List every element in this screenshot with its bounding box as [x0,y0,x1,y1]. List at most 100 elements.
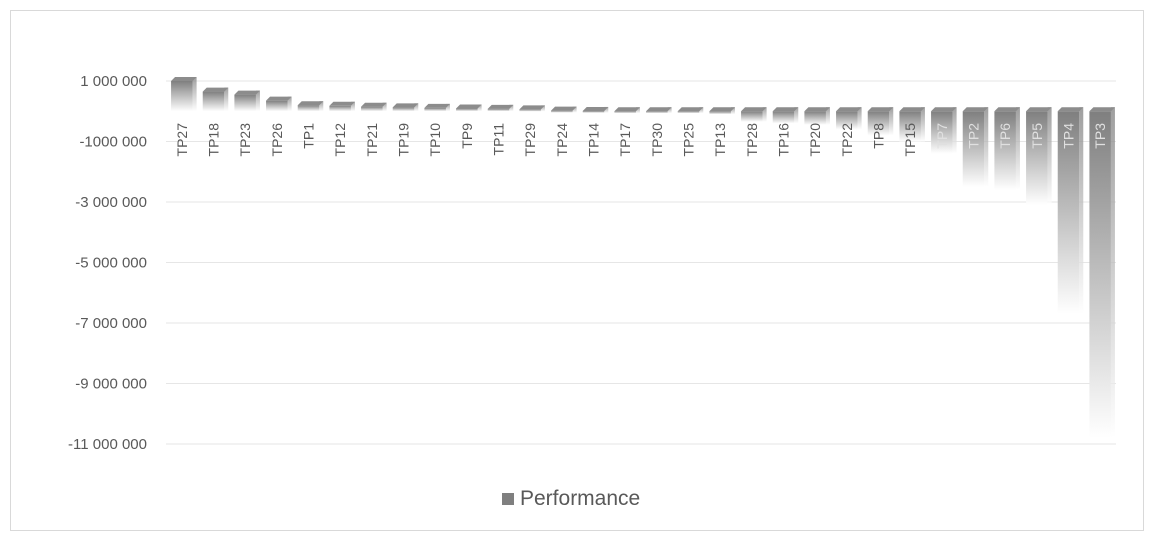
category-label: TP26 [269,123,285,157]
y-tick-label: -5 000 000 [75,255,147,272]
category-label: TP5 [1029,123,1045,149]
bar-top [551,106,577,111]
bar-front [551,110,573,113]
category-label: TP2 [966,123,982,149]
category-label: TP22 [839,123,855,157]
bar-side [667,107,672,114]
bar-top [709,107,735,112]
category-label: TP25 [681,123,697,157]
bar-top [234,90,260,95]
bar-top [962,107,989,112]
bar-top [582,106,609,111]
chart-area: 1 000 000 -1000 000 -3 000 000 -5 000 000 -7… [10,10,1144,531]
category-label: TP4 [1061,123,1077,149]
bar-top [994,107,1020,112]
bar-front [1057,111,1080,314]
bar-TP6 [994,107,1020,190]
bar-front [1026,111,1048,206]
bars [171,77,1115,438]
bar-front [266,100,288,112]
bar-side [509,104,514,112]
y-tick-label: -1000 000 [79,134,147,151]
bar-TP17 [614,107,640,114]
bar-side [699,107,704,114]
category-label: TP8 [871,123,887,149]
bar-side [604,106,609,113]
bar-side [1015,107,1020,190]
bar-front [329,105,351,112]
bar-TP22 [836,107,862,130]
category-label: TP28 [744,123,760,157]
bar-top [1026,107,1052,112]
bar-top [487,104,514,109]
bar-side [572,106,577,113]
bar-side [1079,107,1084,314]
category-label: TP27 [174,123,190,157]
category-label: TP20 [807,123,823,157]
bar-TP4 [1057,107,1084,314]
bar-front [804,111,826,125]
category-label: TP13 [712,123,728,157]
category-label: TP17 [617,123,633,157]
category-label: TP23 [237,123,253,157]
bar-top [867,107,894,112]
bar-front [962,111,985,187]
category-label: TP1 [301,123,317,149]
y-axis-tick-labels: 1 000 000 -1000 000 -3 000 000 -5 000 000 -7… [68,73,147,453]
bar-front [709,111,731,115]
category-labels: TP27 TP18 TP23 TP26 TP1 TP12 TP21 TP19 TP10 TP9 TP… [174,123,1108,157]
category-label: TP14 [586,123,602,157]
y-tick-label: -7 000 000 [75,315,147,332]
bar-side [889,107,894,136]
bar-TP27 [171,77,197,112]
bar-TP10 [424,103,450,112]
bar-front [171,81,193,112]
bar-top [614,107,640,112]
bar-top [329,101,355,106]
bar-front [392,107,415,112]
bar-front [836,111,858,130]
bar-top [361,102,387,107]
category-label: TP15 [902,123,918,157]
y-tick-label: -3 000 000 [75,194,147,211]
y-tick-label: -11 000 000 [68,436,147,453]
bar-top [297,101,324,106]
bar-side [635,107,640,114]
bar-side [445,103,450,112]
bar-TP20 [804,107,830,125]
bar-front [772,111,795,124]
bar-side [319,101,324,112]
bar-TP1 [297,101,324,112]
bar-side [825,107,830,125]
bar-front [741,111,763,122]
legend: Performance [502,487,640,510]
bar-top [772,107,799,112]
gridlines [166,80,1116,445]
bar-TP21 [361,102,387,112]
bar-top [519,105,545,110]
bar-top [392,103,419,108]
bar-top [677,107,704,112]
bar-TP23 [234,90,260,112]
category-label: TP30 [649,123,665,157]
category-label: TP18 [206,123,222,157]
bar-top [646,107,672,112]
bar-TP14 [582,106,609,113]
bar-side [255,90,260,112]
bar-side [287,96,292,112]
category-label: TP29 [522,123,538,157]
bar-front [899,111,921,142]
bar-top [741,107,767,112]
bar-side [192,77,197,112]
category-label: TP12 [332,123,348,157]
bar-front [487,108,510,112]
category-label: TP24 [554,123,570,157]
bar-front [614,111,636,114]
bar-top [266,96,292,101]
category-label: TP21 [364,123,380,157]
category-label: TP7 [934,123,950,149]
bar-front [646,111,668,114]
y-tick-label: 1 000 000 [80,73,147,90]
bar-side [984,107,989,187]
bar-front [931,111,953,154]
